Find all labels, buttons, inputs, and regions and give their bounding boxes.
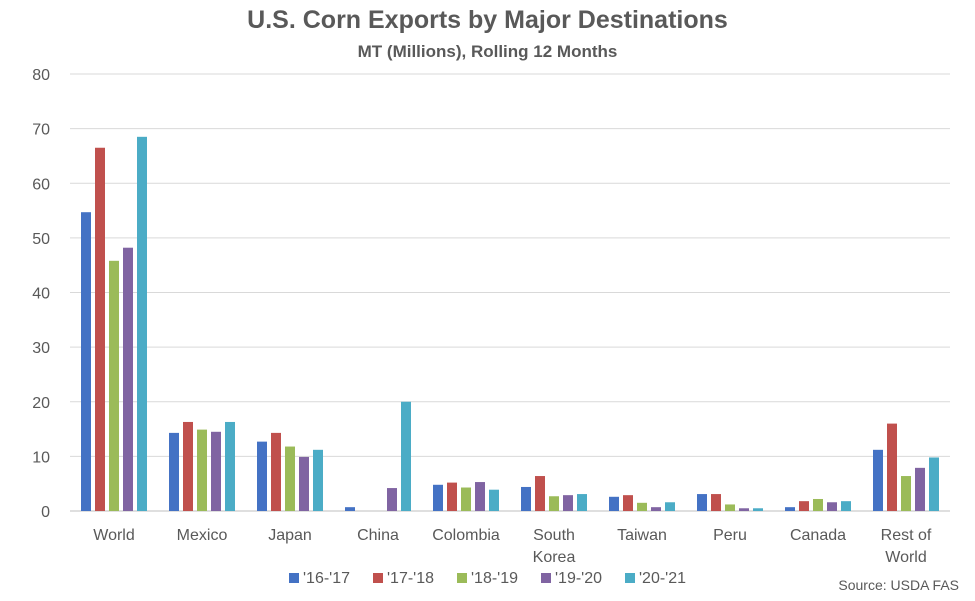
x-tick-label: Japan — [268, 527, 312, 544]
bar — [887, 423, 897, 511]
y-tick-label: 60 — [32, 176, 50, 193]
x-tick-label: Rest of World — [881, 527, 932, 566]
x-tick-label: South Korea — [533, 527, 576, 566]
bar — [183, 421, 193, 511]
bar — [609, 496, 619, 511]
legend-swatch — [541, 573, 551, 583]
chart-subtitle: MT (Millions), Rolling 12 Months — [357, 42, 618, 61]
y-tick-label: 50 — [32, 231, 50, 248]
x-axis: World Mexico Japan China Colombia South Korea T… — [93, 527, 932, 566]
bar — [95, 147, 105, 511]
y-tick-label: 0 — [41, 504, 50, 521]
bar — [521, 486, 531, 511]
bar — [535, 476, 545, 511]
bar — [901, 476, 911, 511]
x-tick-label: Canada — [790, 527, 846, 544]
y-tick-label: 40 — [32, 286, 50, 303]
bar — [169, 432, 179, 511]
legend-label: '19-'20 — [555, 570, 602, 587]
bar — [785, 507, 795, 511]
bar — [197, 429, 207, 511]
x-tick-label: Colombia — [432, 527, 500, 544]
bar — [651, 507, 661, 511]
legend: '16-'17 '17-'18 '18-'19 '19-'20 '20-'21 — [289, 570, 686, 587]
y-tick-label: 10 — [32, 449, 50, 466]
bar — [299, 456, 309, 511]
legend-label: '20-'21 — [639, 570, 686, 587]
legend-item: '19-'20 — [541, 570, 602, 587]
bar — [271, 432, 281, 511]
x-tick-label: China — [357, 527, 399, 544]
bar — [827, 502, 837, 511]
bar — [123, 247, 133, 511]
bar — [109, 260, 119, 511]
legend-swatch — [373, 573, 383, 583]
bar — [401, 401, 411, 511]
legend-swatch — [625, 573, 635, 583]
bar — [739, 508, 749, 511]
bar — [225, 421, 235, 511]
bar — [211, 431, 221, 511]
y-tick-label: 70 — [32, 122, 50, 139]
bar — [929, 457, 939, 511]
bar — [725, 504, 735, 511]
y-tick-label: 30 — [32, 340, 50, 357]
legend-item: '18-'19 — [457, 570, 518, 587]
bar — [345, 507, 355, 511]
bar — [81, 212, 91, 512]
bar — [447, 482, 457, 511]
x-tick-label: World — [93, 527, 135, 544]
bar — [813, 498, 823, 511]
legend-swatch — [457, 573, 467, 583]
legend-label: '16-'17 — [303, 570, 350, 587]
bar — [461, 487, 471, 511]
legend-item: '16-'17 — [289, 570, 350, 587]
x-tick-label: Mexico — [177, 527, 228, 544]
y-tick-label: 20 — [32, 395, 50, 412]
bar — [841, 501, 851, 511]
bar — [563, 495, 573, 511]
bar — [697, 494, 707, 511]
bar — [489, 489, 499, 511]
bar — [285, 446, 295, 511]
chart-title: U.S. Corn Exports by Major Destinations — [247, 6, 728, 34]
bar — [915, 467, 925, 511]
bar — [313, 449, 323, 511]
legend-swatch — [289, 573, 299, 583]
bar — [665, 502, 675, 511]
bar — [637, 502, 647, 511]
x-tick-label: Taiwan — [617, 527, 667, 544]
bar — [577, 494, 587, 511]
bar — [711, 494, 721, 511]
y-axis: 0 10 20 30 40 50 60 70 80 — [32, 67, 50, 521]
bar — [137, 136, 147, 511]
x-tick-label: Peru — [713, 527, 747, 544]
y-tick-label: 80 — [32, 67, 50, 84]
bar — [753, 508, 763, 511]
legend-item: '17-'18 — [373, 570, 434, 587]
legend-item: '20-'21 — [625, 570, 686, 587]
bar — [799, 501, 809, 511]
bar — [549, 496, 559, 511]
bar — [873, 449, 883, 511]
bar — [433, 484, 443, 511]
bar — [387, 488, 397, 511]
bar — [623, 495, 633, 511]
legend-label: '17-'18 — [387, 570, 434, 587]
bar — [257, 441, 267, 511]
bars — [81, 136, 939, 512]
source-note: Source: USDA FAS — [838, 577, 959, 593]
bar — [475, 482, 485, 511]
legend-label: '18-'19 — [471, 570, 518, 587]
